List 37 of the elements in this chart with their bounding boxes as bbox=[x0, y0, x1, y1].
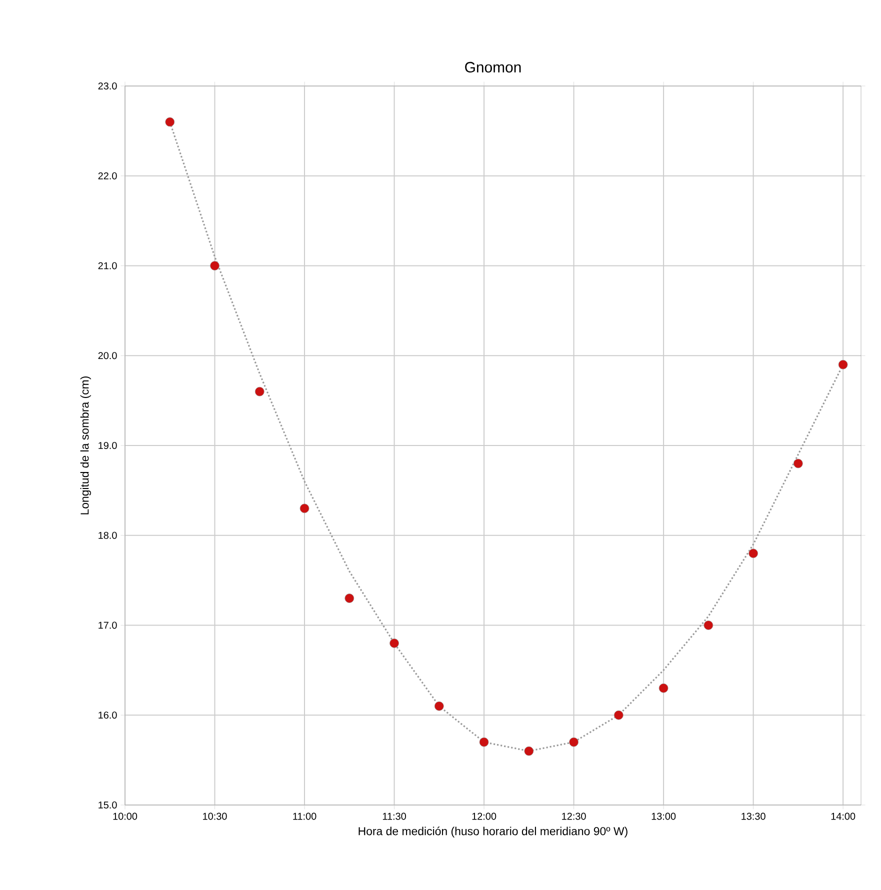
x-tick-label: 11:00 bbox=[293, 812, 316, 820]
y-tick-label: 20.0 bbox=[98, 352, 117, 360]
x-tick-label: 12:00 bbox=[472, 812, 496, 820]
point bbox=[479, 737, 489, 747]
point bbox=[300, 504, 310, 514]
chart-title: Gnomon bbox=[465, 62, 521, 73]
point bbox=[434, 701, 444, 711]
x-tick-label: 14:00 bbox=[831, 812, 856, 820]
point bbox=[569, 737, 578, 747]
point bbox=[658, 683, 668, 693]
y-tick-label: 16.0 bbox=[98, 712, 117, 719]
y-tick-label: 18.0 bbox=[98, 532, 117, 539]
point bbox=[838, 360, 848, 370]
point bbox=[254, 386, 264, 396]
point bbox=[390, 638, 399, 648]
x-tick-label: 13:30 bbox=[742, 812, 766, 820]
point bbox=[704, 620, 714, 630]
point bbox=[210, 261, 220, 270]
point bbox=[793, 458, 803, 468]
x-tick-label: 13:00 bbox=[652, 812, 676, 820]
y-tick-label: 17.0 bbox=[98, 622, 117, 629]
point bbox=[344, 594, 354, 603]
y-tick-label: 21.0 bbox=[98, 262, 117, 270]
point bbox=[165, 117, 175, 127]
y-axis-title: Longitud de la sombra (cm) bbox=[80, 376, 91, 514]
point bbox=[614, 710, 624, 720]
y-tick-label: 19.0 bbox=[98, 442, 117, 450]
x-tick-label: 10:00 bbox=[113, 812, 138, 820]
y-tick-label: 22.0 bbox=[98, 172, 117, 180]
x-axis-title: Hora de medición (huso horario del meridiano 90º W) bbox=[358, 826, 628, 838]
x-tick-label: 11:30 bbox=[382, 812, 406, 820]
x-tick-label: 12:30 bbox=[562, 812, 586, 820]
y-tick-label: 15.0 bbox=[98, 801, 117, 809]
point bbox=[748, 548, 758, 558]
x-tick-label: 10:30 bbox=[203, 812, 227, 820]
y-tick-label: 23.0 bbox=[98, 82, 117, 90]
point bbox=[524, 746, 534, 756]
